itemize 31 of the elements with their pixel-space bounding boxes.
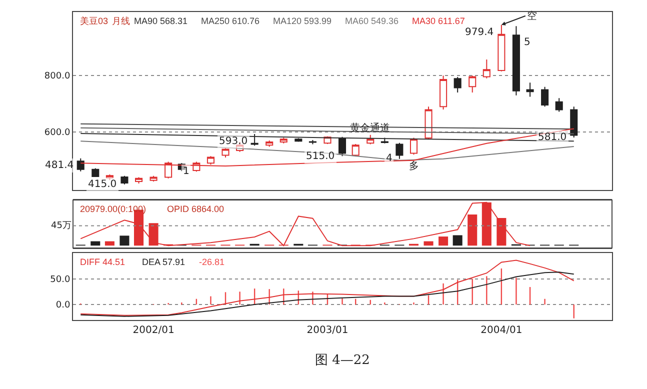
- ref-line-label: 45万: [51, 221, 72, 231]
- annotation: 515.0: [306, 151, 335, 162]
- annotation: 空: [527, 10, 537, 22]
- annotation: OPID 6864.00: [167, 204, 224, 214]
- annotation: 415.0: [88, 179, 117, 190]
- x-tick-label: 2003/01: [306, 325, 348, 336]
- annotation: 5: [524, 37, 530, 48]
- text: -26.81: [199, 257, 225, 267]
- annotation: 979.4: [465, 27, 494, 38]
- annotation: 593.0: [219, 136, 248, 147]
- annotation: 581.0: [538, 132, 567, 143]
- text: MA120 593.99: [273, 16, 332, 26]
- text: DIFF 44.51: [80, 257, 126, 267]
- annotation: 月线: [112, 16, 130, 26]
- text: 图 4—22: [315, 353, 370, 368]
- annotation: 481.4: [45, 160, 74, 171]
- y-tick-label: 50.0: [50, 274, 70, 285]
- annotation: 多: [409, 160, 419, 172]
- y-tick-label: 600.0: [44, 128, 70, 138]
- y-tick-label: 0.0: [56, 300, 70, 311]
- text: MA60 549.36: [345, 16, 399, 26]
- x-tick-label: 2002/01: [132, 325, 174, 336]
- annotation: 4: [386, 153, 392, 164]
- text: MA30 611.67: [412, 16, 465, 26]
- text: DEA 57.91: [142, 257, 186, 267]
- y-tick-label: 800.0: [44, 72, 70, 82]
- text: MA250 610.76: [201, 16, 260, 26]
- annotation: 美豆03: [80, 16, 108, 26]
- x-tick-label: 2004/01: [480, 325, 522, 336]
- text: MA90 568.31: [134, 16, 188, 26]
- annotation: 1: [183, 166, 190, 177]
